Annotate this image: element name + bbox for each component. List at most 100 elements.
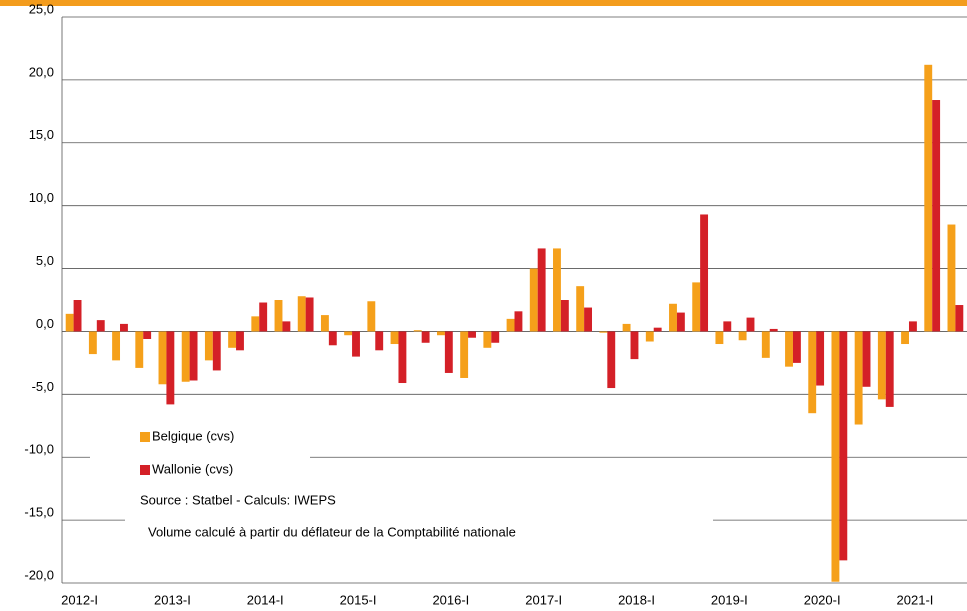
bar: [607, 331, 616, 389]
bar: [181, 331, 190, 382]
bar: [792, 331, 801, 363]
bar: [65, 313, 74, 332]
bar: [877, 331, 886, 400]
bar: [885, 331, 894, 407]
y-tick-label: -5,0: [32, 379, 54, 394]
bar: [924, 64, 933, 332]
bar: [816, 331, 825, 386]
bar: [669, 303, 677, 332]
bar: [328, 331, 337, 346]
y-tick-label: -20,0: [24, 567, 54, 582]
bar: [560, 300, 569, 332]
top-stripe: [0, 0, 967, 6]
bar: [189, 331, 198, 381]
bar: [576, 286, 585, 332]
bar: [143, 331, 152, 339]
legend-marker: [140, 465, 150, 475]
bar: [398, 331, 407, 384]
x-tick-label: 2014-I: [247, 592, 284, 607]
bar: [854, 331, 863, 425]
bar: [908, 321, 917, 332]
bar: [692, 282, 701, 332]
bar: [96, 320, 105, 332]
annotation: Volume calculé à partir du déflateur de …: [148, 524, 516, 539]
legend-label: Wallonie (cvs): [152, 461, 233, 476]
y-tick-label: -15,0: [24, 505, 54, 520]
bar: [204, 331, 213, 361]
bar: [236, 331, 244, 351]
annotation: Source : Statbel - Calculs: IWEPS: [140, 492, 336, 507]
bar: [344, 331, 353, 336]
bar: [375, 331, 384, 351]
legend-marker: [140, 432, 150, 442]
bar: [421, 331, 430, 343]
bar: [769, 328, 778, 332]
bar: [514, 311, 523, 332]
x-tick-label: 2013-I: [154, 592, 191, 607]
x-tick-label: 2016-I: [432, 592, 469, 607]
bar: [251, 316, 260, 332]
bar: [228, 331, 237, 348]
bar: [120, 323, 128, 332]
bar: [212, 331, 221, 371]
bar: [947, 224, 956, 332]
y-tick-label: -10,0: [24, 442, 54, 457]
bar: [653, 327, 662, 332]
bar: [901, 331, 909, 345]
bar: [259, 302, 268, 332]
bar: [390, 331, 399, 345]
bar: [468, 331, 476, 338]
bar: [413, 330, 422, 332]
y-tick-label: 0,0: [36, 316, 54, 331]
x-tick-label: 2019-I: [711, 592, 748, 607]
bar: [831, 331, 840, 582]
bar: [444, 331, 453, 373]
bar: [436, 331, 445, 336]
x-tick-label: 2018-I: [618, 592, 655, 607]
bar: [723, 321, 732, 332]
bar: [599, 331, 608, 333]
bar: [839, 331, 848, 561]
bar: [537, 248, 546, 332]
bar: [166, 331, 175, 405]
x-tick-label: 2015-I: [340, 592, 377, 607]
bar: [738, 331, 747, 341]
bar: [676, 312, 685, 332]
bar: [506, 318, 515, 332]
bar: [112, 331, 121, 361]
bar: [158, 331, 167, 385]
bar: [483, 331, 492, 348]
bar: [553, 248, 561, 332]
bar: [491, 331, 500, 343]
x-tick-label: 2020-I: [804, 592, 841, 607]
x-tick-label: 2017-I: [525, 592, 562, 607]
bar: [622, 323, 631, 332]
bar: [746, 317, 755, 332]
bar: [297, 296, 306, 332]
bar: [715, 331, 724, 345]
bar: [352, 331, 360, 357]
legend-label: Belgique (cvs): [152, 428, 234, 443]
bar: [305, 297, 314, 332]
bar: [529, 268, 538, 332]
y-tick-label: 15,0: [29, 127, 54, 142]
x-tick-label: 2012-I: [61, 592, 98, 607]
legend-background: [125, 505, 713, 535]
bar: [645, 331, 654, 342]
bar: [88, 331, 97, 355]
y-tick-label: 10,0: [29, 190, 54, 205]
legend-background: [90, 442, 310, 472]
bar: [955, 305, 964, 332]
bar: [700, 214, 709, 332]
bar: [785, 331, 793, 367]
y-tick-label: 25,0: [29, 1, 54, 16]
bar: [808, 331, 817, 414]
x-tick-label: 2021-I: [897, 592, 934, 607]
bar: [761, 331, 770, 358]
bar: [862, 331, 871, 387]
bar: [320, 315, 329, 332]
bar: [630, 331, 639, 360]
bar: [584, 307, 593, 332]
bar: [932, 100, 941, 332]
